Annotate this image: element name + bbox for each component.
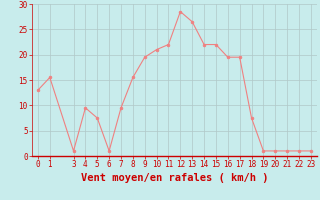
X-axis label: Vent moyen/en rafales ( km/h ): Vent moyen/en rafales ( km/h ) — [81, 173, 268, 183]
